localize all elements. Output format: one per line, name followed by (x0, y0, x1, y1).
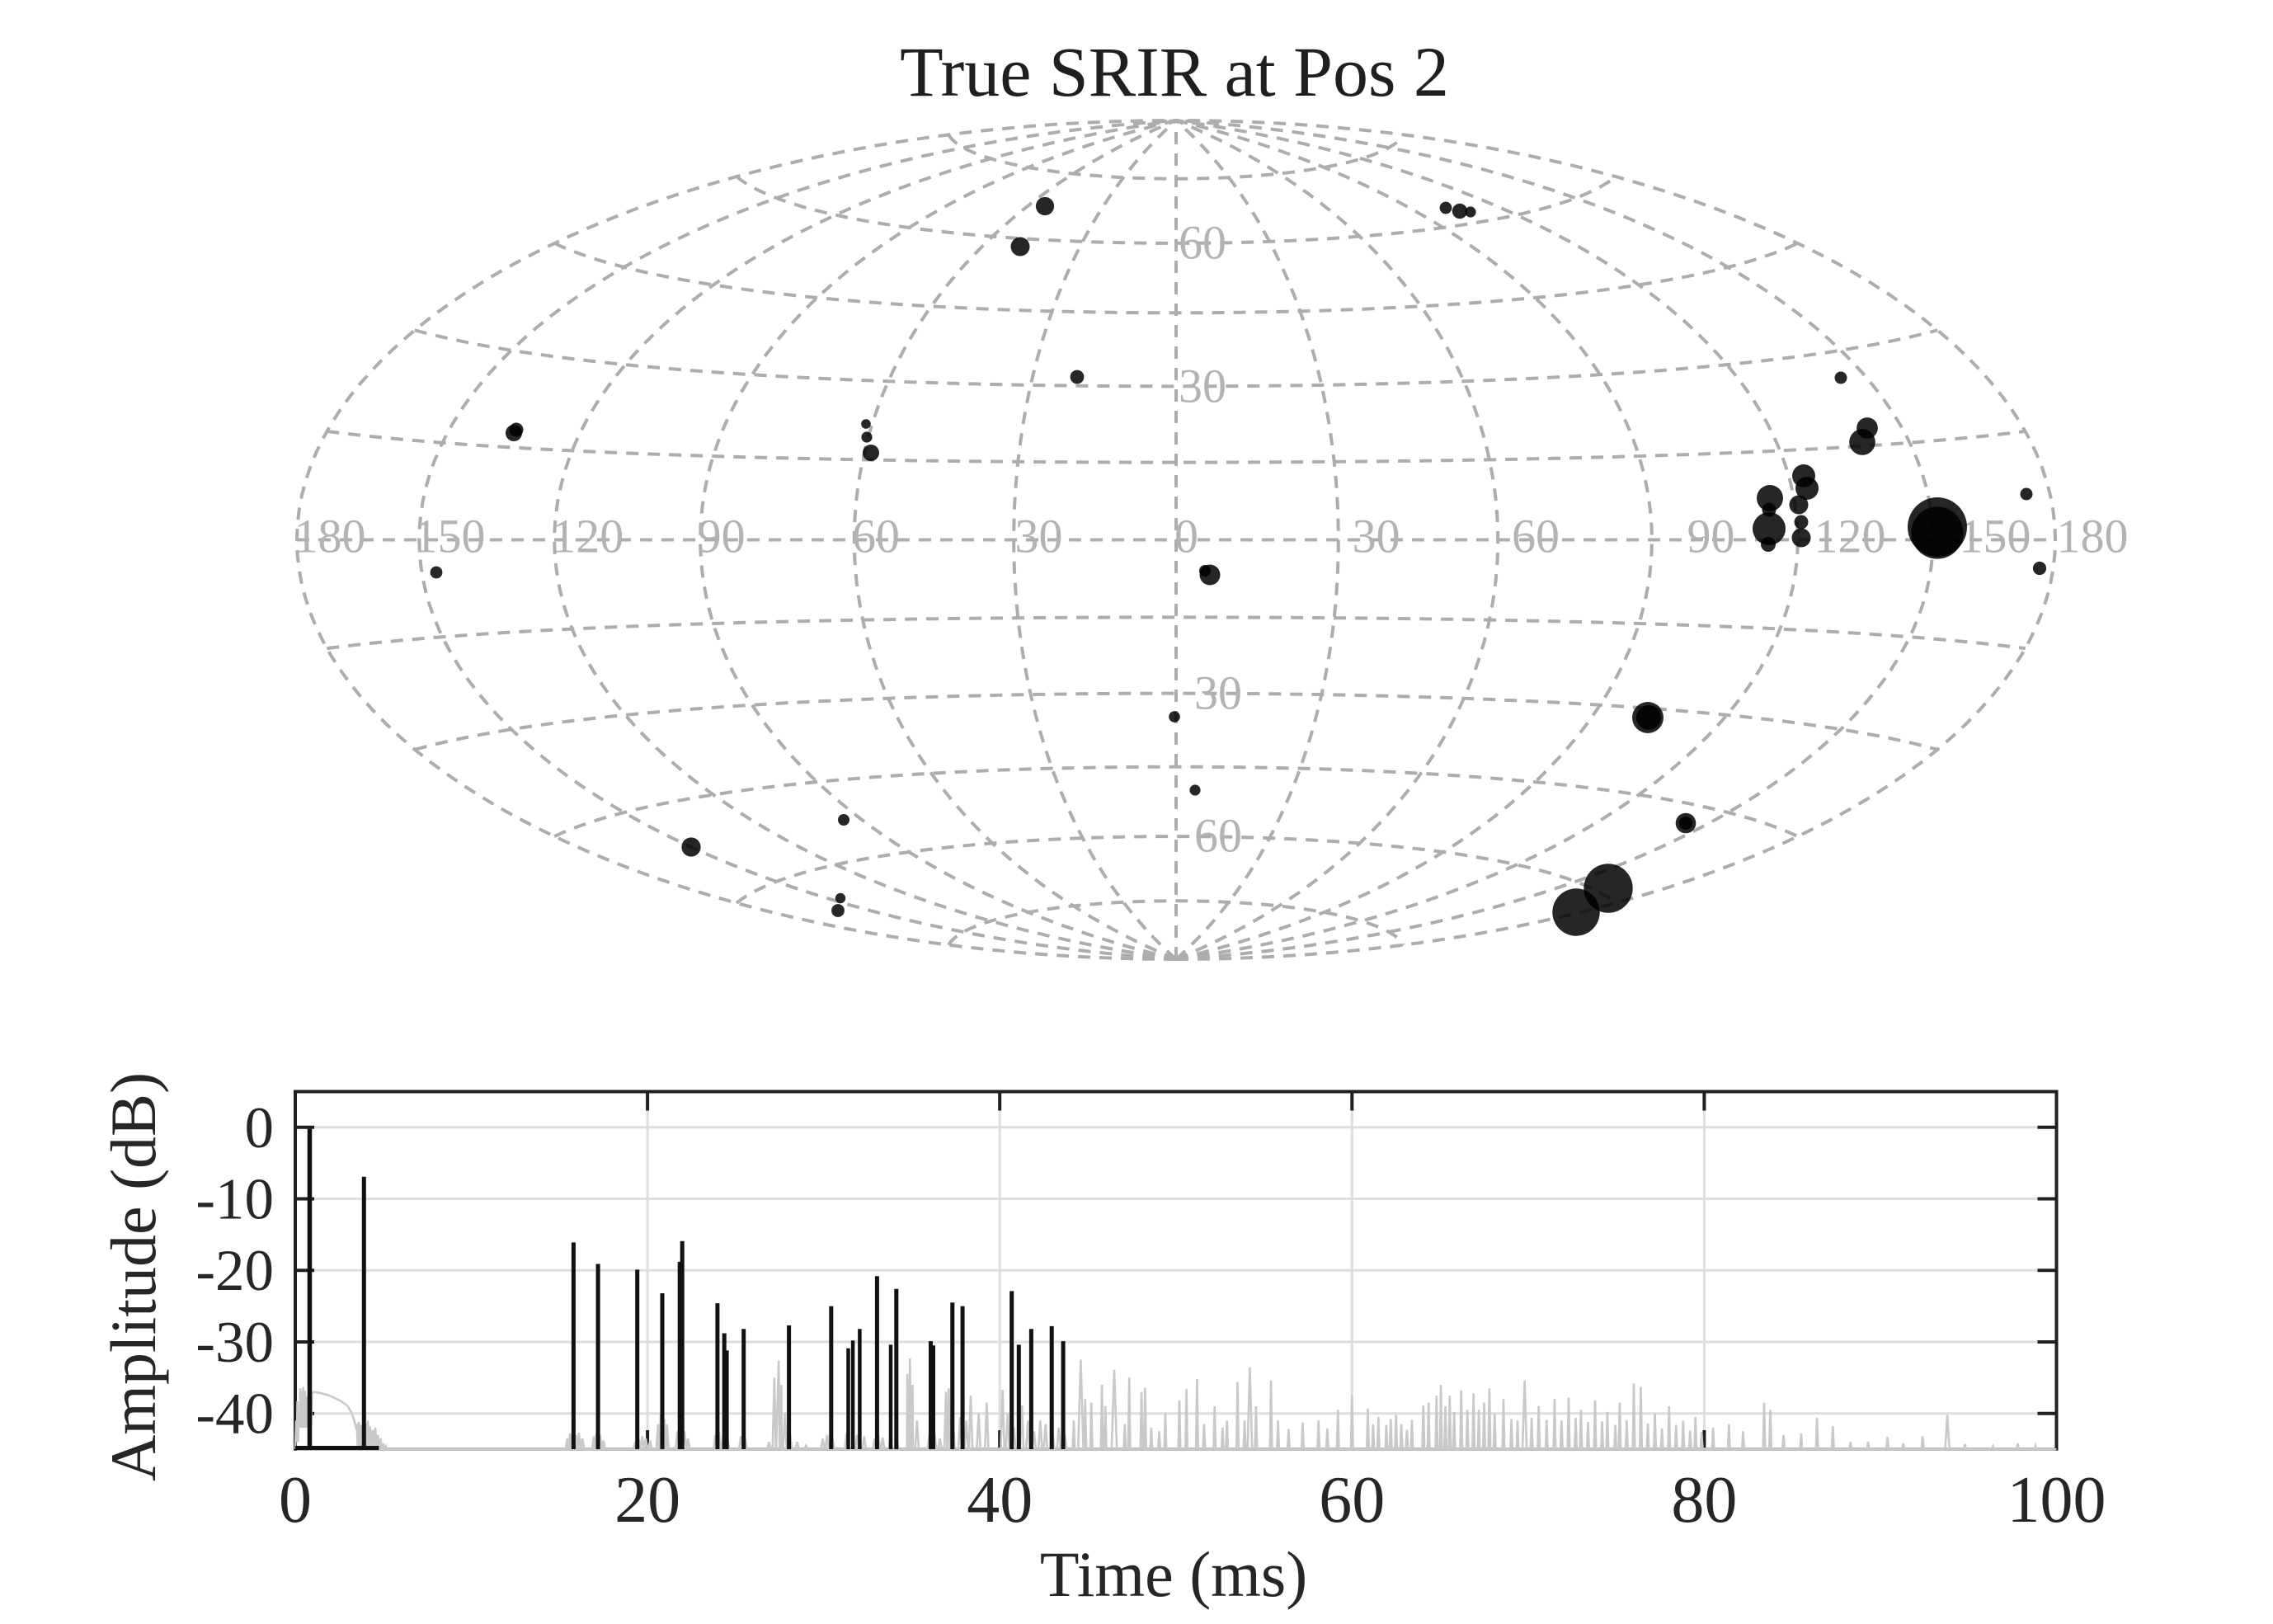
svg-text:-10: -10 (195, 1168, 274, 1232)
svg-text:20: 20 (614, 1464, 680, 1537)
svg-text:-40: -40 (195, 1382, 274, 1447)
svg-text:80: 80 (1671, 1464, 1737, 1537)
svg-text:40: 40 (967, 1464, 1033, 1537)
svg-text:30: 30 (1015, 510, 1063, 563)
svg-text:180: 180 (294, 510, 366, 563)
svg-text:60: 60 (1194, 809, 1242, 863)
svg-text:100: 100 (2007, 1464, 2106, 1537)
svg-text:0: 0 (245, 1096, 275, 1160)
svg-text:60: 60 (1179, 216, 1226, 270)
svg-text:150: 150 (414, 510, 486, 563)
svg-text:0: 0 (1174, 510, 1198, 563)
svg-text:150: 150 (1960, 510, 2031, 563)
svg-text:60: 60 (852, 510, 900, 563)
svg-text:90: 90 (1687, 510, 1735, 563)
svg-text:-30: -30 (195, 1311, 274, 1375)
svg-text:0: 0 (279, 1464, 312, 1537)
svg-text:180: 180 (2057, 510, 2129, 563)
svg-text:30: 30 (1179, 360, 1226, 413)
svg-text:30: 30 (1353, 510, 1400, 563)
svg-text:60: 60 (1512, 510, 1560, 563)
svg-text:True SRIR at Pos 2: True SRIR at Pos 2 (900, 32, 1449, 111)
svg-text:120: 120 (552, 510, 624, 563)
svg-text:120: 120 (1814, 510, 1886, 563)
svg-text:Time (ms): Time (ms) (1040, 1538, 1307, 1610)
svg-text:Amplitude (dB): Amplitude (dB) (97, 1072, 169, 1481)
svg-text:60: 60 (1319, 1464, 1385, 1537)
svg-text:-20: -20 (195, 1239, 274, 1303)
svg-text:30: 30 (1194, 666, 1242, 720)
svg-text:90: 90 (698, 510, 746, 563)
